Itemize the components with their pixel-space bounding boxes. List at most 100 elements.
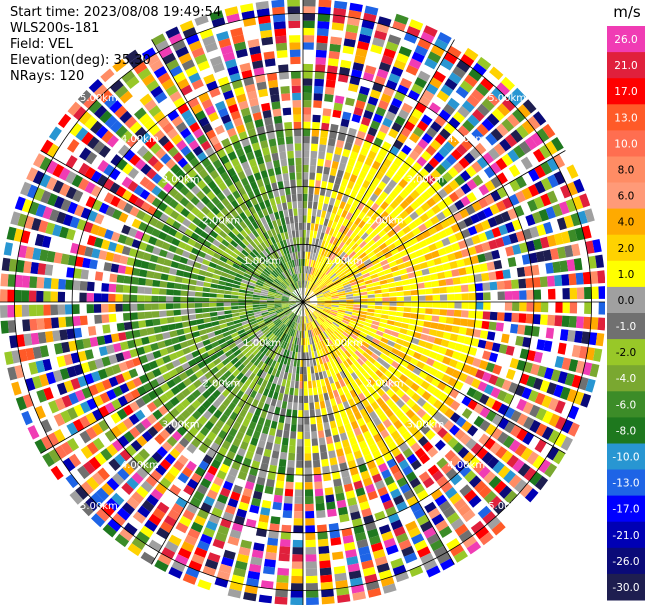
velocity-cell <box>261 147 270 156</box>
velocity-cell <box>139 93 153 106</box>
velocity-cell <box>161 241 171 251</box>
velocity-cell <box>268 79 279 89</box>
velocity-cell <box>237 399 246 409</box>
velocity-cell <box>402 465 413 476</box>
velocity-cell <box>240 282 248 288</box>
velocity-cell <box>213 345 222 353</box>
velocity-cell <box>260 410 268 419</box>
velocity-cell <box>135 422 146 434</box>
velocity-cell <box>304 410 309 418</box>
velocity-cell <box>337 311 345 315</box>
velocity-cell <box>247 90 258 100</box>
velocity-cell <box>157 340 166 349</box>
velocity-cell <box>344 313 352 318</box>
velocity-cell <box>322 265 329 273</box>
velocity-cell <box>91 513 106 528</box>
range-ring <box>244 243 362 361</box>
velocity-cell <box>309 252 313 260</box>
velocity-cell <box>240 441 249 451</box>
velocity-cell <box>362 179 371 189</box>
velocity-cell <box>240 384 248 393</box>
velocity-cell <box>293 128 302 137</box>
velocity-cell <box>288 245 292 254</box>
velocity-cell <box>485 410 497 422</box>
velocity-cell <box>438 363 448 373</box>
velocity-cell <box>393 275 402 282</box>
velocity-cell <box>324 354 330 363</box>
velocity-cell <box>290 284 295 291</box>
velocity-cell <box>73 327 83 339</box>
velocity-cell <box>277 422 284 431</box>
velocity-cell <box>394 205 404 215</box>
velocity-cell <box>271 152 279 161</box>
velocity-cell <box>289 438 296 447</box>
velocity-cell <box>196 179 207 190</box>
velocity-cell <box>174 442 185 454</box>
velocity-cell <box>292 336 296 345</box>
velocity-cell <box>388 352 397 360</box>
velocity-cell <box>365 404 374 414</box>
velocity-cell <box>292 201 298 209</box>
velocity-cell <box>267 434 275 444</box>
velocity-cell <box>115 284 124 293</box>
velocity-cell <box>561 419 574 434</box>
velocity-cell <box>153 110 166 123</box>
velocity-cell <box>267 332 274 340</box>
velocity-cell <box>21 304 30 317</box>
velocity-cell <box>374 289 382 294</box>
velocity-cell <box>315 238 320 247</box>
velocity-cell <box>46 143 60 158</box>
velocity-cell <box>198 375 208 384</box>
velocity-cell <box>583 316 592 330</box>
velocity-cell <box>303 136 310 144</box>
velocity-cell <box>362 389 371 399</box>
velocity-cell <box>262 327 270 334</box>
velocity-cell <box>238 299 246 302</box>
velocity-cell <box>548 397 559 411</box>
velocity-cell <box>413 144 424 155</box>
velocity-cell <box>117 435 130 448</box>
velocity-cell <box>359 252 367 259</box>
velocity-cell <box>411 227 421 236</box>
velocity-cell <box>348 414 356 423</box>
velocity-cell <box>370 221 379 230</box>
velocity-cell <box>288 303 296 306</box>
velocity-cell <box>526 451 539 465</box>
velocity-cell <box>262 270 270 277</box>
velocity-cell <box>310 303 318 306</box>
velocity-cell <box>536 128 550 143</box>
velocity-cell <box>268 530 279 539</box>
velocity-cell <box>335 316 343 322</box>
velocity-cell <box>280 282 287 289</box>
velocity-cell <box>349 190 358 199</box>
velocity-cell <box>361 398 370 408</box>
velocity-cell <box>385 544 399 555</box>
velocity-cell <box>274 226 280 235</box>
velocity-cell <box>286 143 294 152</box>
velocity-cell <box>273 243 279 251</box>
velocity-cell <box>167 274 176 282</box>
velocity-cell <box>32 170 45 185</box>
velocity-cell <box>292 329 296 337</box>
velocity-cell <box>282 107 292 116</box>
velocity-cell <box>280 348 285 356</box>
velocity-cell <box>341 253 349 261</box>
velocity-cell <box>467 425 479 437</box>
velocity-cell <box>499 138 512 152</box>
velocity-cell <box>269 287 277 292</box>
velocity-cell <box>256 235 264 244</box>
velocity-cell <box>420 520 433 533</box>
velocity-cell <box>420 202 431 212</box>
velocity-cell <box>344 288 353 293</box>
velocity-cell <box>57 304 66 315</box>
velocity-cell <box>298 337 302 346</box>
colorbar-tick-label: 0.0 <box>618 295 635 307</box>
velocity-cell <box>292 554 303 562</box>
colorbar-tick-label: 4.0 <box>618 217 635 229</box>
velocity-cell <box>180 409 191 420</box>
velocity-cell <box>285 246 290 254</box>
velocity-cell <box>467 225 478 236</box>
velocity-cell <box>379 191 389 201</box>
velocity-cell <box>274 166 282 175</box>
velocity-cell <box>351 287 360 291</box>
